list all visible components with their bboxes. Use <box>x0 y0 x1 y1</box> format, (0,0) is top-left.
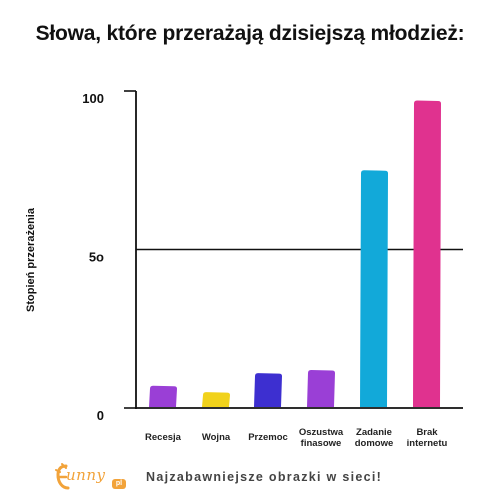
y-tick-label: 5o <box>89 250 104 265</box>
logo-badge: pl <box>112 479 126 489</box>
y-tick-label: 0 <box>97 408 104 423</box>
x-category-label: Przemoc <box>248 432 288 443</box>
x-category-label-line: Wojna <box>202 432 231 443</box>
tagline: Najzabawniejsze obrazki w sieci! <box>146 470 383 484</box>
x-category-label-line: Przemoc <box>248 432 288 443</box>
bars <box>149 100 441 407</box>
x-category-label-line: Brak <box>416 427 438 438</box>
y-tick-labels: 0 5o 100 <box>82 91 104 423</box>
bar <box>202 392 230 407</box>
x-category-label: Wojna <box>202 432 231 443</box>
x-category-label: Zadanie domowe <box>355 427 394 449</box>
x-category-label-line: Oszustwa <box>299 427 344 438</box>
footer: unny pl Najzabawniejsze obrazki w sieci! <box>0 452 500 500</box>
y-axis-title: Stopień przerażenia <box>25 207 37 312</box>
bar <box>307 369 335 407</box>
x-category-label: Oszustwa finasowe <box>299 427 344 449</box>
x-category-label: Recesja <box>145 432 182 443</box>
bar <box>149 385 177 407</box>
x-category-label-line: finasowe <box>301 438 342 449</box>
x-category-label-line: internetu <box>407 438 448 449</box>
axes <box>124 90 463 409</box>
x-category-label-line: Zadanie <box>356 427 392 438</box>
bar <box>254 373 282 407</box>
logo-text: unny <box>66 466 106 484</box>
x-category-label-line: Recesja <box>145 432 182 443</box>
bar <box>413 100 441 407</box>
bar <box>360 170 388 407</box>
x-category-label-line: domowe <box>355 438 394 449</box>
y-tick-label: 100 <box>82 91 104 106</box>
x-category-label: Brak internetu <box>407 427 448 449</box>
funny-logo-icon <box>55 463 70 490</box>
category-labels: Recesja Wojna Przemoc Oszustwa finasowe Zadan… <box>145 427 447 449</box>
chart-title: Słowa, które przerażają dzisiejszą młodz… <box>35 22 465 45</box>
